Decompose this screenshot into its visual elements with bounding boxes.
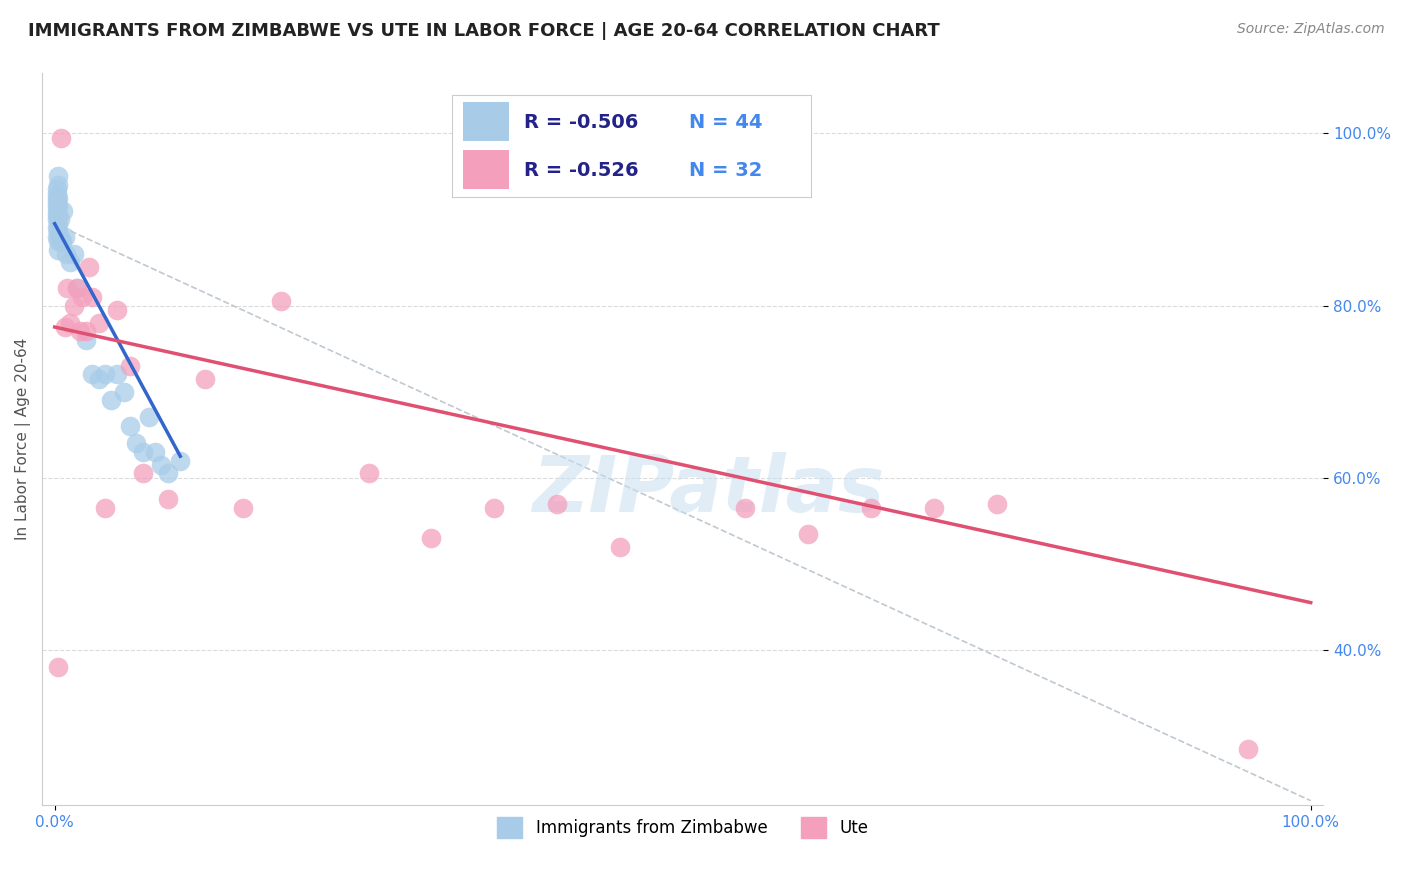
Point bbox=[87, 372, 110, 386]
Point bbox=[82, 290, 104, 304]
Point bbox=[53, 229, 76, 244]
Point bbox=[156, 467, 179, 481]
Point bbox=[609, 540, 631, 554]
Point bbox=[48, 234, 70, 248]
Point bbox=[107, 302, 129, 317]
Point bbox=[49, 234, 72, 248]
Legend: Immigrants from Zimbabwe, Ute: Immigrants from Zimbabwe, Ute bbox=[491, 811, 875, 844]
Point bbox=[118, 419, 141, 434]
Point bbox=[46, 182, 69, 196]
Point bbox=[107, 368, 129, 382]
Point bbox=[48, 208, 70, 222]
Point bbox=[232, 500, 254, 515]
Point bbox=[51, 234, 73, 248]
Point bbox=[138, 410, 160, 425]
Point bbox=[46, 221, 69, 235]
Point bbox=[48, 178, 70, 192]
Point bbox=[169, 453, 191, 467]
Point bbox=[922, 500, 945, 515]
Point bbox=[357, 467, 380, 481]
Point bbox=[46, 195, 69, 210]
Point bbox=[986, 497, 1008, 511]
Point bbox=[46, 212, 69, 227]
Point bbox=[87, 316, 110, 330]
Point bbox=[62, 298, 84, 312]
Point bbox=[48, 169, 70, 184]
Point bbox=[131, 467, 153, 481]
Point bbox=[420, 531, 443, 545]
Point bbox=[52, 203, 75, 218]
Point bbox=[46, 203, 69, 218]
Point bbox=[75, 324, 97, 338]
Point bbox=[143, 445, 166, 459]
Point bbox=[112, 384, 135, 399]
Point bbox=[69, 324, 91, 338]
Point bbox=[131, 445, 153, 459]
Text: ZIPatlas: ZIPatlas bbox=[533, 452, 884, 528]
Point bbox=[46, 229, 69, 244]
Point bbox=[46, 186, 69, 201]
Point bbox=[94, 368, 117, 382]
Point bbox=[48, 191, 70, 205]
Point bbox=[55, 247, 77, 261]
Point bbox=[82, 368, 104, 382]
Point bbox=[56, 281, 79, 295]
Point bbox=[270, 294, 292, 309]
Point bbox=[77, 260, 100, 274]
Point bbox=[62, 247, 84, 261]
Point bbox=[48, 225, 70, 239]
Point bbox=[48, 199, 70, 213]
Point bbox=[46, 208, 69, 222]
Point bbox=[46, 199, 69, 213]
Point bbox=[53, 320, 76, 334]
Point bbox=[94, 500, 117, 515]
Point bbox=[49, 130, 72, 145]
Point bbox=[150, 458, 173, 472]
Point bbox=[484, 500, 506, 515]
Point bbox=[48, 212, 70, 227]
Point bbox=[48, 217, 70, 231]
Point bbox=[59, 316, 82, 330]
Point bbox=[156, 492, 179, 507]
Point bbox=[59, 255, 82, 269]
Text: Source: ZipAtlas.com: Source: ZipAtlas.com bbox=[1237, 22, 1385, 37]
Point bbox=[66, 281, 89, 295]
Point bbox=[797, 526, 820, 541]
Point bbox=[46, 191, 69, 205]
Point bbox=[118, 359, 141, 373]
Point bbox=[860, 500, 883, 515]
Point bbox=[100, 393, 122, 408]
Point bbox=[125, 436, 148, 450]
Point bbox=[194, 372, 217, 386]
Point bbox=[48, 243, 70, 257]
Text: IMMIGRANTS FROM ZIMBABWE VS UTE IN LABOR FORCE | AGE 20-64 CORRELATION CHART: IMMIGRANTS FROM ZIMBABWE VS UTE IN LABOR… bbox=[28, 22, 939, 40]
Point bbox=[75, 333, 97, 347]
Point bbox=[734, 500, 756, 515]
Point bbox=[66, 281, 89, 295]
Point bbox=[72, 290, 94, 304]
Point bbox=[48, 229, 70, 244]
Point bbox=[546, 497, 568, 511]
Point bbox=[48, 660, 70, 674]
Y-axis label: In Labor Force | Age 20-64: In Labor Force | Age 20-64 bbox=[15, 338, 31, 541]
Point bbox=[1237, 742, 1260, 756]
